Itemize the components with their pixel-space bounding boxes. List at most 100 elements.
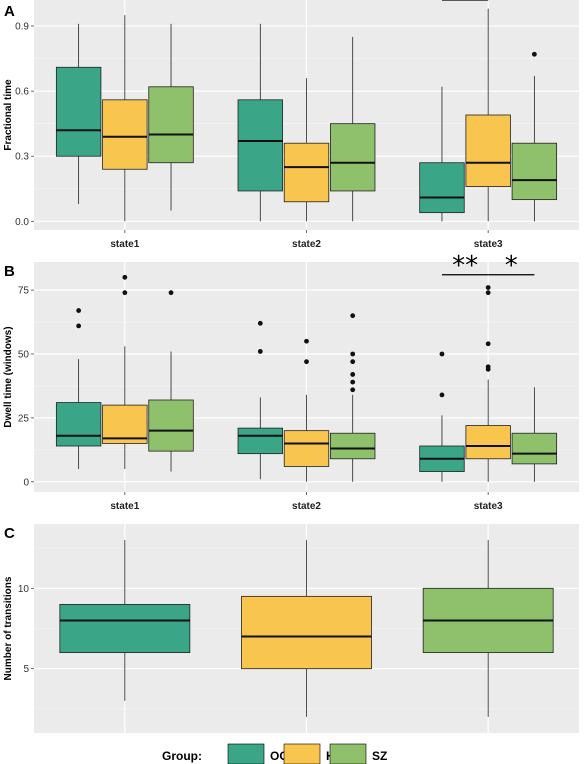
box-sz-state3 xyxy=(511,51,558,222)
x-tick-label: state1 xyxy=(110,239,139,250)
box-body xyxy=(283,430,330,467)
box-body xyxy=(241,595,372,670)
outlier-point xyxy=(257,349,263,354)
box-group-hc xyxy=(241,540,372,717)
box-ocd-state3 xyxy=(419,351,465,482)
y-tick-label: 5 xyxy=(23,664,29,675)
box-sz-state2 xyxy=(330,36,376,222)
y-axis-label: Number of transitions xyxy=(3,576,14,680)
outlier-point xyxy=(439,392,445,398)
y-tick-label: 50 xyxy=(18,350,30,361)
y-tick-label: 0.9 xyxy=(15,22,29,33)
outlier-point xyxy=(531,51,537,57)
significance-label: * xyxy=(505,251,518,281)
outlier-point xyxy=(485,285,491,290)
box-body xyxy=(419,162,465,214)
y-axis-label: Fractional time xyxy=(3,79,14,151)
box-body xyxy=(237,99,283,192)
box-body xyxy=(148,399,194,452)
box-body xyxy=(511,432,558,465)
outlier-point xyxy=(122,290,128,296)
outlier-point xyxy=(257,320,263,326)
panel-b-letter: B xyxy=(4,263,15,280)
box-sz-state2 xyxy=(330,313,376,482)
significance-label: ** xyxy=(452,0,478,6)
outlier-point xyxy=(350,313,356,319)
y-tick-label: 0.3 xyxy=(15,152,29,163)
outlier-point xyxy=(485,364,491,370)
box-body xyxy=(55,402,102,447)
box-ocd-state1 xyxy=(55,308,102,469)
outlier-point xyxy=(485,341,491,347)
box-hc-state1 xyxy=(102,15,148,222)
legend: Group: OCD HC SZ xyxy=(162,743,387,764)
outlier-point xyxy=(350,359,356,365)
legend-key-sz xyxy=(329,743,367,764)
box-sz-state1 xyxy=(148,290,194,472)
box-body xyxy=(102,404,148,444)
legend-key-hc xyxy=(283,743,321,764)
outlier-point xyxy=(439,351,445,357)
box-body xyxy=(330,123,376,192)
box-ocd-state1 xyxy=(55,23,102,204)
outlier-point xyxy=(350,387,356,393)
x-tick-label: state3 xyxy=(474,501,503,512)
significance-label: ** xyxy=(452,251,478,281)
outlier-point xyxy=(304,359,309,365)
y-tick-label: 75 xyxy=(18,286,30,297)
y-tick-label: 0 xyxy=(23,477,29,488)
panel-b: B 0 25 50 75 Dwell time (windows) state1 state… xyxy=(3,251,579,512)
box-body xyxy=(55,66,102,157)
outlier-point xyxy=(76,308,82,313)
box-body xyxy=(148,86,194,164)
legend-title: Group: xyxy=(162,749,202,763)
outlier-point xyxy=(76,323,82,329)
y-tick-label: 10 xyxy=(18,584,30,595)
x-tick-label: state3 xyxy=(474,239,503,250)
panel-a: A 0.0 0.3 0.6 0.9 Fractional time state1 state… xyxy=(3,0,579,250)
box-body xyxy=(59,603,191,654)
legend-label-sz: SZ xyxy=(372,749,387,763)
box-body xyxy=(465,425,511,460)
box-hc-state3 xyxy=(465,285,511,482)
outlier-point xyxy=(350,379,356,385)
panel-a-letter: A xyxy=(4,3,15,20)
outlier-point xyxy=(350,372,356,377)
box-body xyxy=(237,427,283,455)
box-hc-state2 xyxy=(283,338,330,482)
outlier-point xyxy=(168,290,174,296)
box-ocd-state3 xyxy=(419,86,465,222)
outlier-point xyxy=(350,351,356,357)
x-tick-label: state2 xyxy=(292,239,321,250)
box-hc-state2 xyxy=(283,78,330,222)
box-group-sz xyxy=(422,540,554,717)
y-axis-label: Dwell time (windows) xyxy=(3,326,14,427)
box-hc-state3 xyxy=(465,8,511,222)
box-body xyxy=(102,99,148,170)
y-tick-label: 0.0 xyxy=(15,217,29,228)
box-sz-state1 xyxy=(148,23,194,211)
box-body xyxy=(465,114,511,188)
legend-key-ocd xyxy=(227,743,265,764)
y-tick-label: 0.6 xyxy=(15,87,29,98)
outlier-point xyxy=(485,290,491,296)
panel-c: C 5 10 Number of transitions xyxy=(3,524,579,733)
box-ocd-state2 xyxy=(237,320,283,480)
x-tick-label: state1 xyxy=(110,501,139,512)
box-ocd-state2 xyxy=(237,23,283,222)
box-group-ocd xyxy=(59,540,191,701)
box-sz-state3 xyxy=(511,387,558,482)
box-body xyxy=(511,142,558,201)
outlier-point xyxy=(122,274,128,280)
panel-b-plot: 0 25 50 75 Dwell time (windows) state1 state2 s… xyxy=(3,251,579,512)
box-body xyxy=(330,432,376,460)
panel-c-plot: 5 10 Number of transitions xyxy=(3,524,579,733)
x-tick-label: state2 xyxy=(292,501,321,512)
panel-c-letter: C xyxy=(4,525,15,542)
outlier-point xyxy=(304,338,309,344)
panel-a-plot: 0.0 0.3 0.6 0.9 Fractional time state1 state2 s… xyxy=(3,0,579,250)
box-body xyxy=(283,142,330,203)
box-hc-state1 xyxy=(102,274,148,469)
y-tick-label: 25 xyxy=(18,413,30,424)
